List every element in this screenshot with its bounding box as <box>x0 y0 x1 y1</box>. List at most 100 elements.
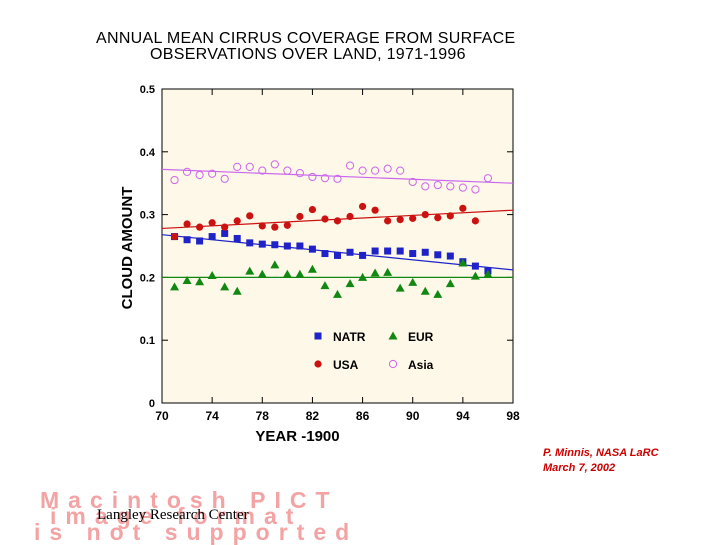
data-point-usa <box>246 212 254 220</box>
data-point-usa <box>346 212 354 221</box>
data-point-asia <box>283 166 292 175</box>
legend-label-eur: EUR <box>408 330 434 344</box>
data-point-usa <box>471 217 479 225</box>
data-point-eur <box>333 289 342 298</box>
data-point-asia <box>245 162 254 171</box>
data-point-asia <box>220 174 229 183</box>
data-point-asia <box>182 167 192 176</box>
data-point-natr <box>246 239 254 247</box>
data-point-usa <box>459 204 467 212</box>
data-point-eur <box>195 277 205 286</box>
y-tick-label: 0 <box>149 398 155 410</box>
data-point-eur <box>282 269 292 278</box>
data-point-eur <box>307 264 317 273</box>
data-point-usa <box>296 212 304 221</box>
data-point-asia <box>295 169 304 178</box>
data-point-asia <box>308 172 317 182</box>
y-tick-label: 0.5 <box>140 84 155 96</box>
data-point-usa <box>308 205 317 214</box>
data-point-usa <box>396 216 404 224</box>
data-point-asia <box>195 170 204 180</box>
legend-label-natr: NATR <box>333 330 366 344</box>
trend-line-asia <box>161 168 514 184</box>
data-point-asia <box>458 183 467 192</box>
data-point-natr <box>434 251 442 259</box>
x-tick-label: 74 <box>205 409 219 423</box>
data-point-natr <box>283 242 291 250</box>
data-point-natr <box>396 247 404 255</box>
data-point-asia <box>421 182 430 191</box>
x-tick-label: 78 <box>256 409 270 423</box>
data-point-asia <box>408 177 417 187</box>
data-point-natr <box>308 245 316 253</box>
data-point-natr <box>221 229 229 237</box>
data-point-eur <box>345 279 355 288</box>
data-point-usa <box>196 223 204 231</box>
data-point-natr <box>233 234 241 242</box>
y-tick-label: 0.1 <box>140 335 155 347</box>
data-point-natr <box>208 233 216 241</box>
data-point-eur <box>370 268 380 277</box>
data-point-eur <box>295 269 305 278</box>
data-point-usa <box>384 217 392 225</box>
legend-label-asia: Asia <box>408 358 434 372</box>
data-point-usa <box>434 214 442 222</box>
data-point-asia <box>345 161 355 170</box>
data-point-eur <box>232 286 242 295</box>
watermark-line: is not supported <box>34 519 359 545</box>
unsupported-image-watermark: Macintosh PICT image format is not suppo… <box>34 489 690 544</box>
legend-marker-usa <box>314 360 322 368</box>
data-point-usa <box>271 223 279 231</box>
data-point-asia <box>233 162 242 171</box>
y-tick-label: 0.3 <box>140 210 155 222</box>
x-tick-label: 70 <box>155 409 169 423</box>
data-point-eur <box>170 282 180 291</box>
x-axis-label: YEAR -1900 <box>255 428 339 445</box>
data-point-usa <box>233 217 241 225</box>
data-point-eur <box>470 271 480 280</box>
y-axis-label: CLOUD AMOUNT <box>119 187 136 310</box>
data-point-asia <box>433 180 442 190</box>
data-point-eur <box>320 281 330 290</box>
data-point-natr <box>183 236 191 244</box>
data-point-usa <box>170 232 179 241</box>
data-point-usa <box>321 215 329 223</box>
legend-marker-eur <box>388 331 398 340</box>
data-point-eur <box>257 269 267 278</box>
data-point-usa <box>333 217 342 225</box>
data-point-eur <box>408 277 418 286</box>
data-point-eur <box>433 289 443 298</box>
data-point-usa <box>258 222 266 230</box>
data-point-asia <box>383 164 392 173</box>
data-point-natr <box>258 240 266 248</box>
watermark-line: image format <box>50 503 303 529</box>
data-point-asia <box>170 175 179 185</box>
data-point-asia <box>208 169 217 178</box>
data-point-eur <box>483 269 493 278</box>
data-point-usa <box>183 220 191 228</box>
data-point-natr <box>371 247 379 255</box>
y-tick-label: 0.2 <box>140 272 155 284</box>
data-point-natr <box>359 251 367 259</box>
data-point-natr <box>334 251 341 259</box>
data-point-eur <box>182 276 192 285</box>
data-point-natr <box>346 248 354 256</box>
data-point-asia <box>471 185 480 194</box>
data-point-usa <box>221 223 229 231</box>
footer-label: Langley Research Center <box>97 507 249 523</box>
data-point-natr <box>421 248 429 256</box>
data-point-usa <box>371 206 379 214</box>
data-point-eur <box>220 282 230 291</box>
data-point-asia <box>396 166 405 175</box>
x-tick-label: 94 <box>456 409 470 423</box>
data-point-asia <box>270 160 279 169</box>
data-point-usa <box>358 202 367 211</box>
data-point-usa <box>208 219 216 227</box>
data-point-usa <box>409 214 417 222</box>
data-point-eur <box>383 267 393 276</box>
data-point-asia <box>483 174 493 183</box>
legend-label-usa: USA <box>333 358 359 372</box>
data-point-eur <box>420 286 430 295</box>
x-tick-label: 82 <box>306 409 320 423</box>
